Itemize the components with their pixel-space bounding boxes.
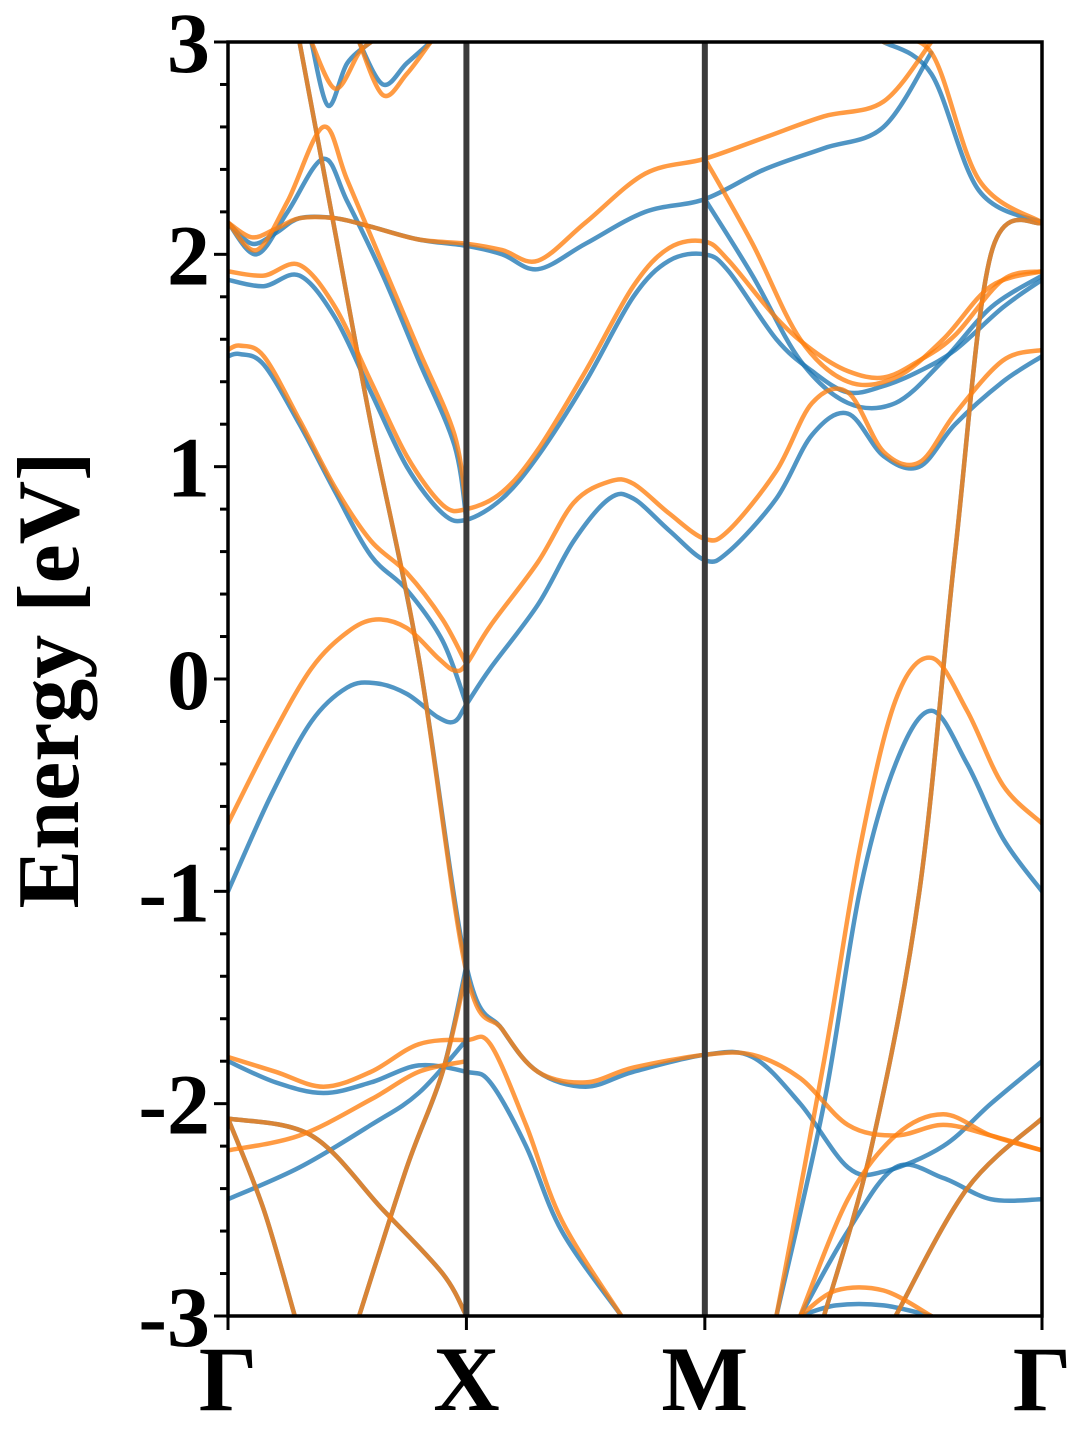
band-line-series-2-18: [893, 1116, 1042, 1316]
band-line-series-2-8: [297, 42, 1042, 1153]
band-line-series-2-5: [228, 124, 469, 512]
band-line-series-1-14: [774, 708, 1042, 1316]
band-line-series-2-10: [228, 1058, 469, 1153]
band-line-series-1-16: [881, 42, 1042, 225]
band-line-series-2-2: [228, 343, 469, 667]
y-tick-label: 0: [167, 632, 210, 728]
kpoint-label: Γ: [1013, 1328, 1072, 1430]
y-axis-label: Energy [eV]: [1, 452, 98, 909]
band-line-series-2-17: [797, 1112, 1042, 1316]
band-line-series-1-19: [797, 1301, 934, 1316]
band-line-series-2-6: [309, 42, 374, 91]
kpoint-label: M: [661, 1328, 748, 1430]
band-line-series-2-16: [881, 42, 1042, 225]
band-line-series-2-13: [356, 969, 469, 1316]
band-line-series-2-20: [702, 156, 1042, 388]
band-line-series-2-3: [228, 238, 1042, 514]
plot-area: -3 -2 -1 0 1 2 3 Γ X M Γ: [138, 0, 1071, 1430]
plot-frame: [226, 40, 1044, 1318]
band-line-series-1-5: [228, 156, 469, 523]
kpoint-label: X: [433, 1328, 499, 1430]
band-line-series-1-1: [228, 354, 1042, 894]
band-line-series-1-12: [228, 1116, 469, 1316]
band-line-series-1-18: [893, 1116, 1042, 1316]
band-line-series-1-17: [797, 1162, 1042, 1316]
y-tick-label: 2: [167, 207, 210, 303]
bands-group: [228, 42, 1042, 1316]
band-line-series-1-7: [356, 42, 433, 88]
band-line-series-2-9: [228, 1034, 624, 1316]
band-line-series-1-10: [228, 1037, 469, 1202]
kpoint-label: Γ: [199, 1328, 258, 1430]
y-tick-label: -2: [138, 1057, 210, 1153]
band-line-series-2-19: [797, 1285, 934, 1316]
band-line-series-2-15: [821, 217, 1042, 1316]
band-line-series-2-12: [228, 1116, 469, 1316]
band-line-series-2-7: [356, 42, 433, 99]
y-tick-label: 1: [167, 420, 210, 516]
y-tick-label: -1: [138, 844, 210, 940]
y-tick-label: 3: [167, 0, 210, 91]
y-tick-label: -3: [138, 1269, 210, 1365]
band-line-series-2-11: [228, 1116, 298, 1316]
band-line-series-2-1: [228, 347, 1042, 826]
band-line-series-2-14: [774, 655, 1042, 1316]
band-line-series-2-4: [228, 42, 934, 264]
band-line-series-1-9: [228, 1058, 624, 1316]
y-axis-label-group: Energy [eV]: [1, 452, 98, 909]
